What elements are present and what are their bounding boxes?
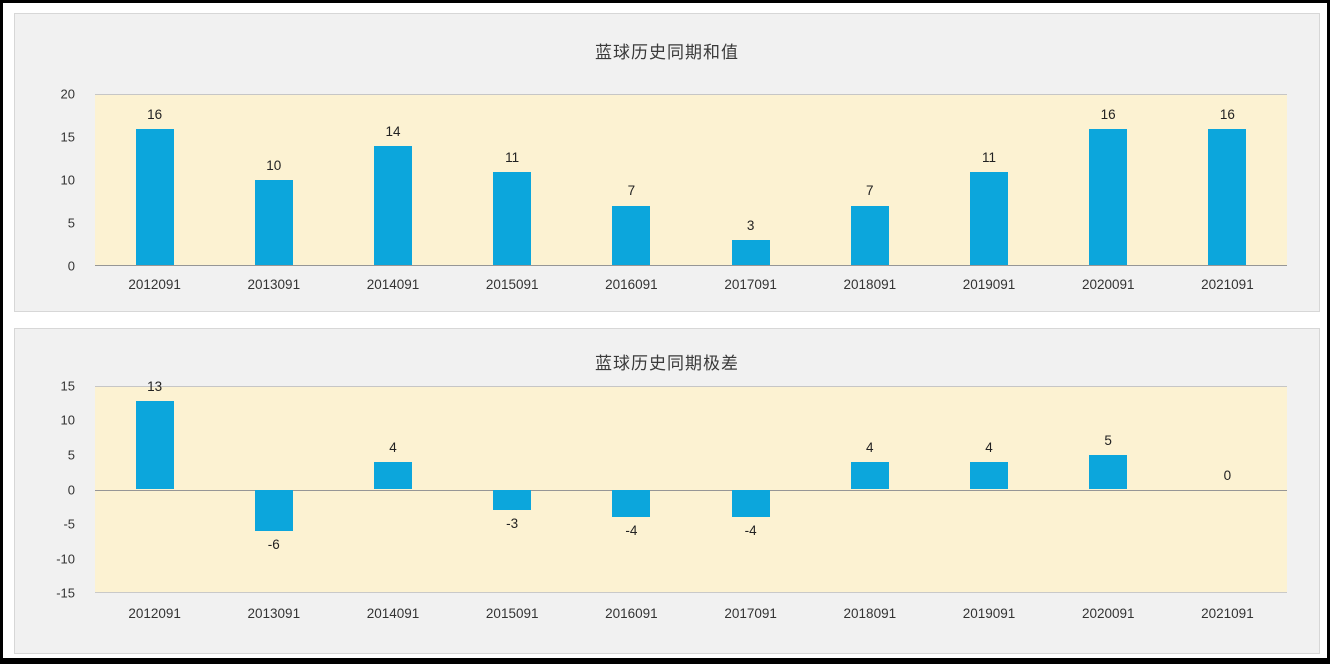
bar — [850, 205, 889, 265]
x-tick-label: 2016091 — [605, 276, 658, 292]
bar — [374, 146, 412, 265]
bar — [254, 489, 293, 531]
plot-area: 13 -6 4 -3 -4 -4 4 4 5 0 — [95, 379, 1287, 593]
bar — [135, 129, 174, 265]
x-tick-label: 2013091 — [247, 276, 301, 292]
x-tick-label: 2018091 — [843, 276, 897, 292]
x-tick-label: 2014091 — [366, 276, 420, 292]
bar — [731, 239, 770, 265]
bar-value-label: 10 — [266, 158, 282, 173]
y-tick-label: -10 — [56, 551, 75, 566]
chart-title: 蓝球历史同期极差 — [595, 354, 739, 373]
bar — [612, 205, 651, 265]
x-tick-label: 2017091 — [724, 605, 777, 621]
x-tick-label: 2017091 — [724, 276, 777, 292]
x-tick-label: 2016091 — [605, 605, 658, 621]
x-tick-label: 2015091 — [485, 276, 539, 292]
x-tick-label: 2015091 — [485, 605, 539, 621]
bar-value-label: -4 — [744, 522, 757, 538]
bar-value-label: 7 — [627, 183, 636, 199]
bar-value-label: 7 — [866, 183, 874, 199]
x-tick-label: 2021091 — [1201, 276, 1254, 292]
bar — [1208, 129, 1247, 265]
y-tick-label: 0 — [67, 258, 75, 274]
plot-area: 16 10 14 11 7 3 7 11 16 16 — [95, 94, 1287, 266]
x-tick-label: 2020091 — [1081, 276, 1135, 292]
y-tick-label: -15 — [56, 585, 75, 601]
x-tick-label: 2020091 — [1081, 605, 1135, 621]
y-axis: -15 -10 -5 0 5 10 15 — [15, 379, 87, 601]
x-axis: 2012091 2013091 2014091 2015091 2016091 20170… — [95, 601, 1287, 625]
x-tick-label: 2012091 — [128, 605, 181, 621]
bar-value-label: 11 — [981, 149, 997, 165]
y-tick-label: 5 — [67, 215, 75, 231]
x-tick-label: 2019091 — [962, 605, 1016, 621]
bar — [493, 171, 532, 265]
bar — [612, 489, 651, 517]
bar — [493, 489, 532, 510]
y-tick-label: 15 — [60, 129, 75, 145]
bar-value-label: 0 — [1223, 467, 1232, 483]
sum-chart-card: 蓝球历史同期和值 0 5 10 15 20 16 10 14 11 7 3 7 11 16 16 2012… — [14, 13, 1320, 312]
bar-value-label: 16 — [1100, 107, 1116, 122]
bar — [135, 400, 174, 490]
y-tick-label: 20 — [60, 86, 75, 102]
bar-value-label: 5 — [1104, 433, 1112, 449]
bar-value-label: 16 — [147, 107, 163, 122]
bar — [1089, 455, 1128, 490]
x-tick-label: 2013091 — [247, 605, 301, 621]
bar-value-label: 4 — [389, 440, 397, 456]
bar — [374, 462, 412, 490]
chart-title: 蓝球历史同期和值 — [595, 43, 739, 62]
bar — [970, 462, 1008, 490]
bar-value-label: 4 — [985, 440, 993, 456]
bar-value-label: -4 — [625, 522, 638, 538]
bar-value-label: -6 — [267, 536, 280, 552]
y-tick-label: 0 — [67, 482, 75, 497]
x-axis: 2012091 2013091 2014091 2015091 2016091 20170… — [95, 272, 1287, 296]
bar — [850, 462, 889, 490]
y-axis: 0 5 10 15 20 — [15, 87, 87, 274]
bar-value-label: -3 — [506, 516, 519, 531]
bar-value-label: 13 — [147, 378, 163, 394]
y-tick-label: -5 — [63, 516, 75, 532]
bar-value-label: 14 — [385, 124, 401, 139]
bar — [731, 489, 770, 517]
bar-value-label: 16 — [1219, 107, 1235, 122]
y-tick-label: 15 — [60, 378, 75, 394]
bar-value-label: 3 — [746, 217, 755, 233]
x-tick-label: 2012091 — [128, 276, 181, 292]
x-tick-label: 2021091 — [1201, 605, 1254, 621]
bar-value-label: 4 — [866, 440, 874, 456]
bar — [1089, 129, 1128, 265]
bar — [254, 180, 293, 265]
y-tick-label: 10 — [60, 412, 75, 428]
y-tick-label: 5 — [67, 447, 75, 463]
x-tick-label: 2014091 — [366, 605, 420, 621]
bar-value-label: 11 — [505, 149, 520, 165]
zero-axis-line — [95, 489, 1287, 491]
y-tick-label: 10 — [60, 172, 75, 188]
x-tick-label: 2018091 — [843, 605, 897, 621]
range-chart-card: 蓝球历史同期极差 -15 -10 -5 0 5 10 15 13 -6 4 -3 -4 -4 4 4 5 0 … — [14, 328, 1320, 654]
bar — [970, 171, 1008, 265]
x-tick-label: 2019091 — [962, 276, 1016, 292]
